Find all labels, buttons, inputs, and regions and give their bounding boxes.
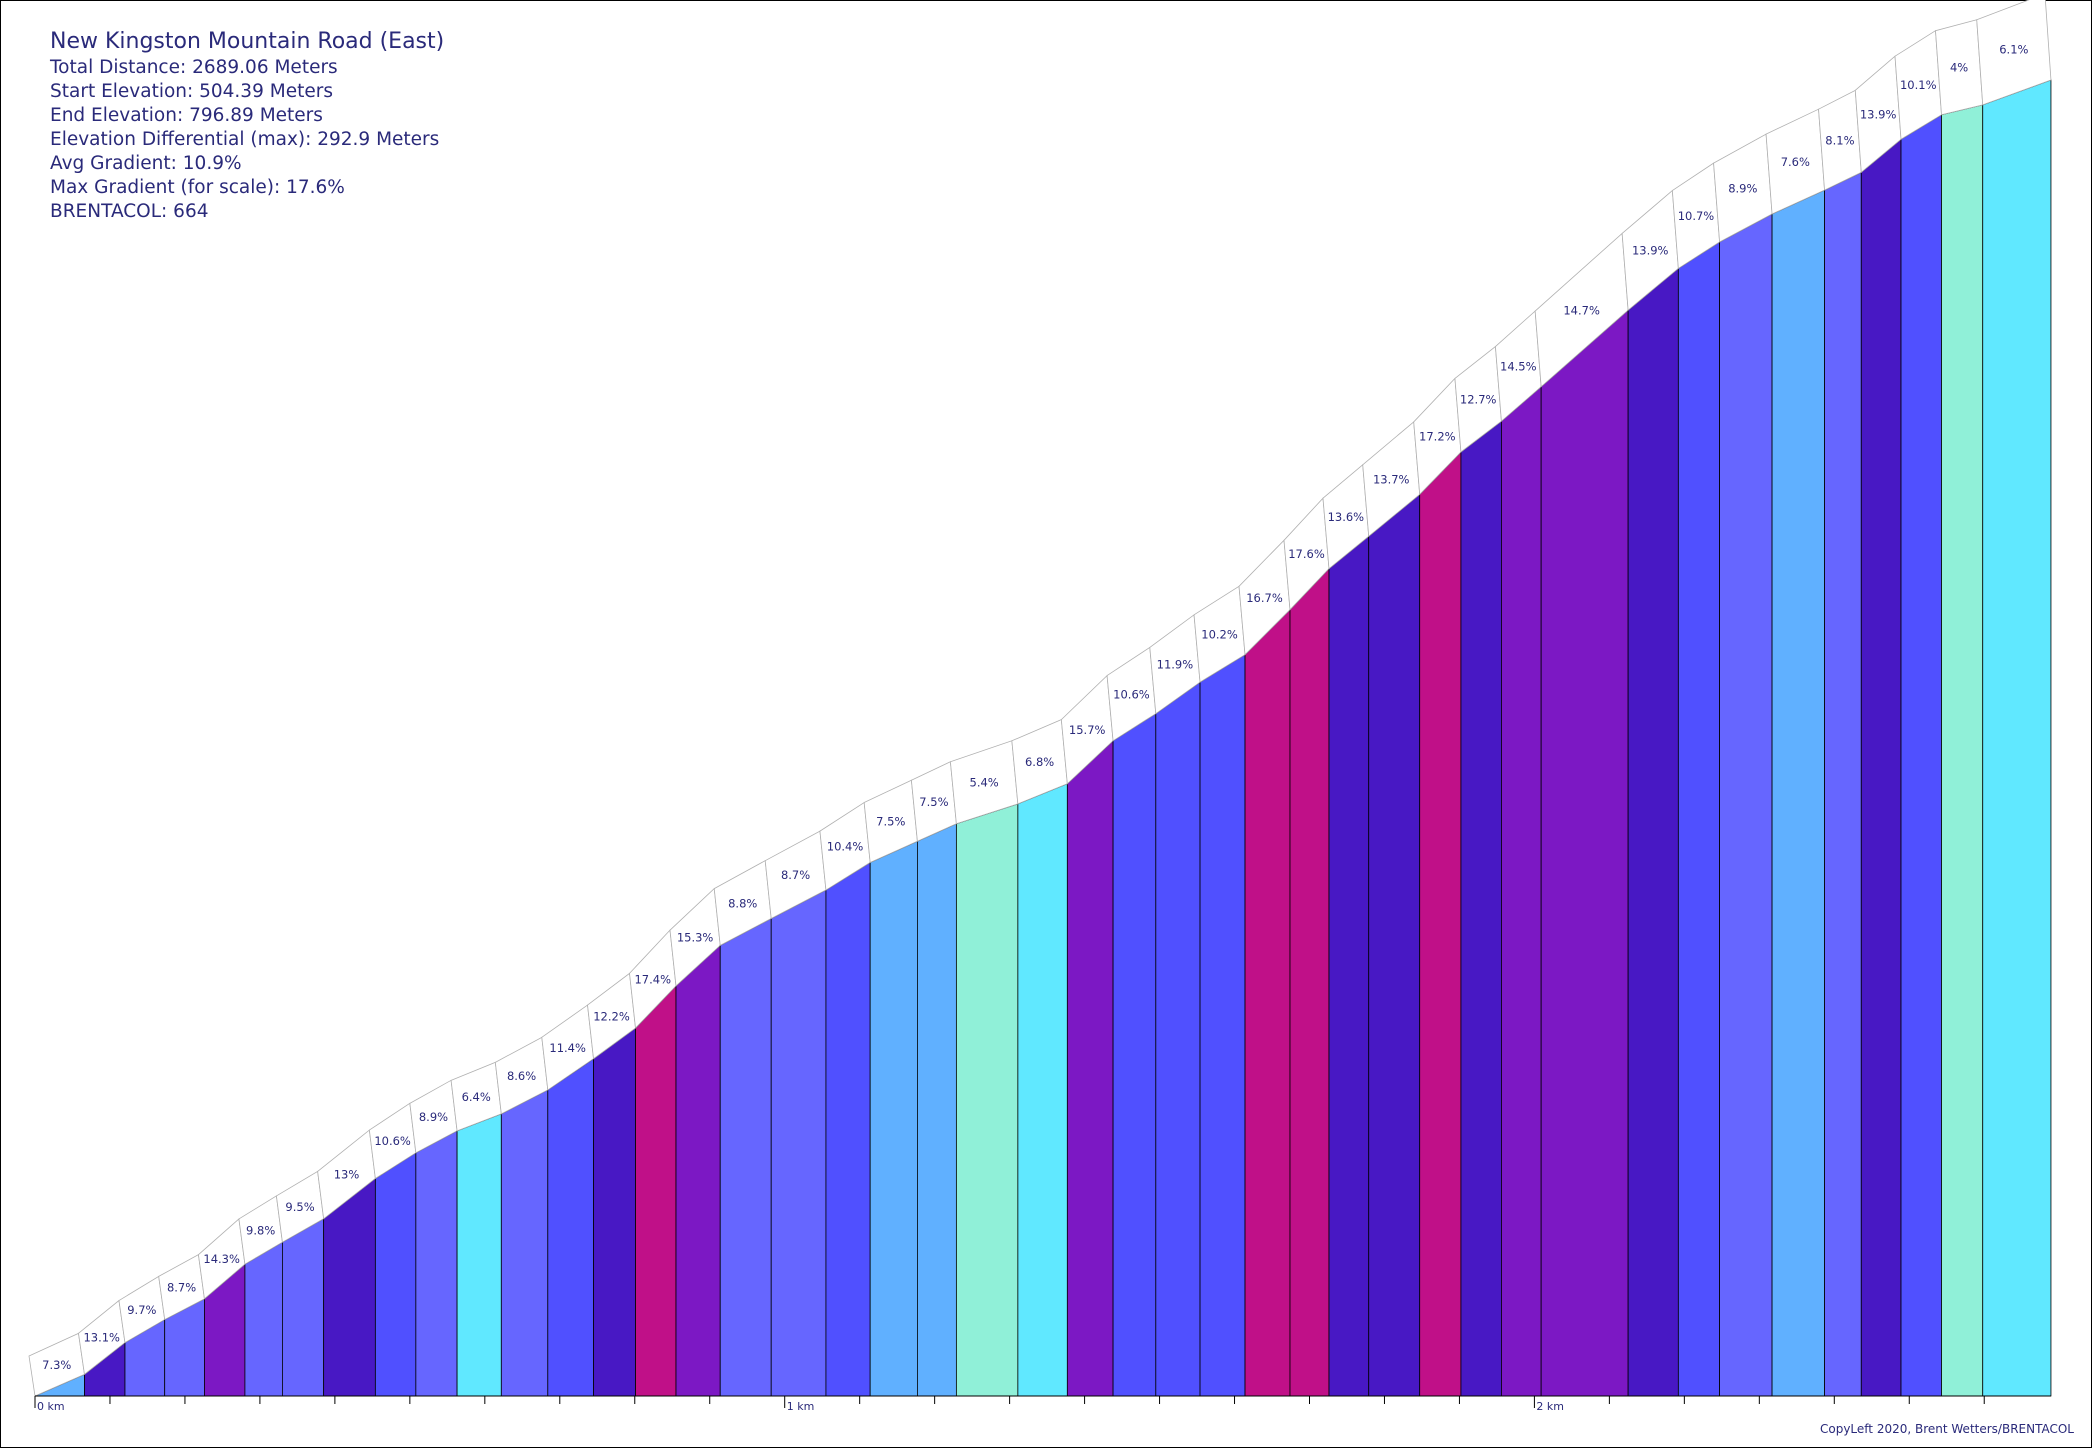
gradient-segment bbox=[1289, 567, 1330, 1397]
gradient-segment bbox=[374, 1152, 417, 1397]
gradient-segment bbox=[593, 1027, 636, 1397]
gradient-label: 10.1% bbox=[1900, 78, 1937, 92]
gradient-segment bbox=[825, 861, 871, 1397]
elevation-differential: Elevation Differential (max): 292.9 Mete… bbox=[50, 129, 440, 150]
gradient-label: 7.5% bbox=[919, 795, 948, 809]
gradient-label: 11.9% bbox=[1157, 658, 1194, 672]
gradient-label: 13.1% bbox=[83, 1331, 120, 1345]
gradient-label: 13.9% bbox=[1632, 244, 1669, 258]
gradient-segment bbox=[1771, 189, 1825, 1397]
gradient-label: 8.9% bbox=[419, 1110, 448, 1124]
gradient-segment bbox=[1860, 138, 1902, 1397]
gradient-segment bbox=[719, 917, 772, 1397]
gradient-label: 11.4% bbox=[549, 1041, 586, 1055]
gradient-label: 15.3% bbox=[677, 931, 714, 945]
gradient-label: 14.7% bbox=[1563, 303, 1600, 317]
gradient-label: 10.4% bbox=[827, 840, 864, 854]
gradient-label: 10.2% bbox=[1201, 627, 1238, 641]
gradient-label: 17.2% bbox=[1419, 430, 1456, 444]
gradient-segment bbox=[1627, 267, 1679, 1397]
gradient-segment bbox=[244, 1241, 283, 1397]
gradient-segment bbox=[1982, 79, 2052, 1397]
gradient-segment bbox=[1419, 451, 1462, 1397]
gradient-label: 4% bbox=[1950, 61, 1968, 75]
gradient-segment bbox=[1155, 681, 1201, 1397]
gradient-label: 7.6% bbox=[1781, 155, 1810, 169]
gradient-segment bbox=[770, 889, 827, 1397]
gradient-segment bbox=[1328, 535, 1370, 1397]
gradient-label: 14.5% bbox=[1500, 359, 1537, 373]
gradient-segment bbox=[869, 840, 918, 1397]
gradient-segment bbox=[1941, 104, 1984, 1397]
gradient-label-box bbox=[1976, 0, 2052, 106]
copyright-notice: CopyLeft 2020, Brent Wetters/BRENTACOL bbox=[1819, 1422, 2074, 1436]
gradient-segment bbox=[1017, 783, 1068, 1397]
gradient-segment bbox=[1719, 213, 1773, 1397]
gradient-label: 8.1% bbox=[1825, 134, 1854, 148]
gradient-label: 9.8% bbox=[246, 1223, 275, 1237]
gradient-label: 13% bbox=[334, 1168, 360, 1182]
gradient-segment bbox=[282, 1218, 325, 1397]
gradient-segment bbox=[456, 1113, 502, 1397]
gradient-label: 13.6% bbox=[1328, 510, 1365, 524]
route-title: New Kingston Mountain Road (East) bbox=[50, 29, 445, 54]
max-gradient: Max Gradient (for scale): 17.6% bbox=[50, 177, 345, 198]
gradient-label: 15.7% bbox=[1069, 723, 1106, 737]
gradient-label: 17.4% bbox=[634, 972, 671, 986]
x-axis-tick-label: 0 km bbox=[37, 1400, 65, 1413]
gradient-label: 8.8% bbox=[728, 896, 757, 910]
gradient-segment bbox=[1540, 309, 1629, 1397]
gradient-segment bbox=[1677, 241, 1720, 1397]
gradient-label: 5.4% bbox=[970, 776, 999, 790]
gradient-segment bbox=[1112, 712, 1157, 1397]
gradient-segment bbox=[1824, 171, 1862, 1397]
gradient-label: 10.6% bbox=[374, 1134, 411, 1148]
gradient-label: 10.6% bbox=[1113, 687, 1150, 701]
brentacol-score: BRENTACOL: 664 bbox=[50, 201, 209, 222]
route-info-panel: New Kingston Mountain Road (East) Total … bbox=[50, 28, 444, 224]
gradient-label: 7.5% bbox=[876, 815, 905, 829]
gradient-label: 8.9% bbox=[1728, 181, 1757, 195]
x-axis-tick-label: 2 km bbox=[1536, 1400, 1564, 1413]
gradient-segment bbox=[1199, 653, 1246, 1397]
gradient-segment bbox=[500, 1089, 549, 1397]
x-axis-tick-label: 1 km bbox=[787, 1400, 815, 1413]
gradient-label: 9.7% bbox=[127, 1303, 156, 1317]
gradient-segment bbox=[955, 803, 1019, 1397]
gradient-label: 14.3% bbox=[203, 1252, 240, 1266]
start-elevation: Start Elevation: 504.39 Meters bbox=[50, 81, 333, 102]
gradient-label: 9.5% bbox=[285, 1200, 314, 1214]
gradient-label: 8.7% bbox=[781, 868, 810, 882]
gradient-segment bbox=[1900, 114, 1942, 1397]
gradient-label: 12.2% bbox=[593, 1009, 630, 1023]
gradient-label: 12.7% bbox=[1460, 393, 1497, 407]
gradient-segment bbox=[1460, 420, 1502, 1397]
gradient-label: 6.8% bbox=[1025, 755, 1054, 769]
gradient-label: 10.7% bbox=[1678, 209, 1715, 223]
gradient-label: 17.6% bbox=[1288, 547, 1325, 561]
gradient-label: 13.7% bbox=[1373, 472, 1410, 486]
gradient-segment bbox=[1368, 493, 1421, 1397]
gradient-segment bbox=[675, 944, 721, 1397]
gradient-segment bbox=[415, 1130, 458, 1397]
gradient-label: 8.6% bbox=[507, 1069, 536, 1083]
gradient-segment bbox=[1066, 739, 1114, 1397]
gradient-segment bbox=[1244, 608, 1291, 1397]
gradient-label: 6.4% bbox=[462, 1090, 491, 1104]
gradient-label: 6.1% bbox=[1999, 43, 2028, 57]
total-distance: Total Distance: 2689.06 Meters bbox=[50, 57, 338, 78]
gradient-label: 8.7% bbox=[167, 1280, 196, 1294]
gradient-segment bbox=[635, 984, 677, 1397]
avg-gradient: Avg Gradient: 10.9% bbox=[50, 153, 242, 174]
gradient-segment bbox=[1501, 385, 1542, 1397]
end-elevation: End Elevation: 796.89 Meters bbox=[50, 105, 323, 126]
gradient-segment bbox=[547, 1057, 594, 1397]
gradient-label: 7.3% bbox=[42, 1358, 71, 1372]
gradient-segment bbox=[917, 823, 957, 1397]
gradient-label: 16.7% bbox=[1246, 591, 1283, 605]
gradient-label: 13.9% bbox=[1860, 108, 1897, 122]
